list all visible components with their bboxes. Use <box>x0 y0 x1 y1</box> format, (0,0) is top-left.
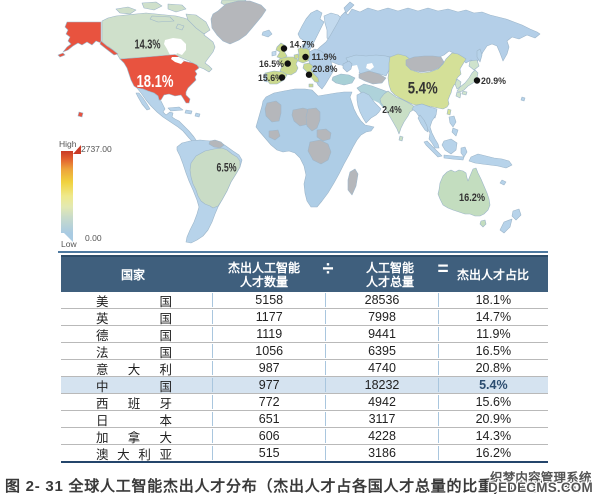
svg-text:11.9%: 11.9% <box>312 52 338 63</box>
svg-text:20.8%: 20.8% <box>313 64 339 75</box>
svg-text:High: High <box>59 139 77 149</box>
svg-text:0.00: 0.00 <box>85 233 102 243</box>
svg-text:18.1%: 18.1% <box>137 71 174 91</box>
svg-text:16.2%: 16.2% <box>459 192 485 204</box>
svg-text:14.7%: 14.7% <box>290 39 316 50</box>
svg-text:14.3%: 14.3% <box>135 38 161 52</box>
svg-text:16.5%: 16.5% <box>259 59 285 70</box>
svg-text:Low: Low <box>61 239 77 249</box>
svg-text:2.4%: 2.4% <box>382 104 402 116</box>
svg-text:2737.00: 2737.00 <box>81 144 112 154</box>
svg-text:20.9%: 20.9% <box>481 76 507 87</box>
svg-text:5.4%: 5.4% <box>408 79 438 98</box>
svg-text:6.5%: 6.5% <box>217 162 237 174</box>
svg-text:15.6%: 15.6% <box>258 73 284 84</box>
